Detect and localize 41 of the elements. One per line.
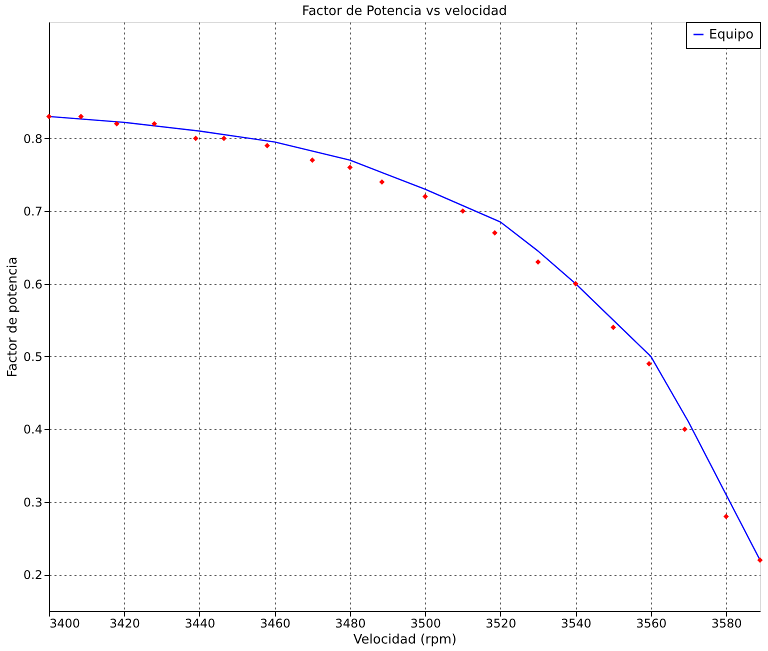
point [347,164,353,170]
x-tick-label: 3480 [335,616,366,630]
chart-title: Factor de Potencia vs velocidad [302,4,507,19]
x-tick-label: 3400 [50,616,80,630]
point [46,114,52,120]
y-tick-label: 0.2 [23,568,42,582]
x-tick-label: 3540 [560,616,592,630]
y-tick-label: 0.4 [23,422,42,437]
point [460,208,466,214]
point [310,157,316,163]
point [114,121,120,127]
y-axis-title: Factor de potencia [5,256,20,378]
point [78,114,84,120]
x-tick-label: 3440 [184,616,216,630]
point [610,324,616,330]
point [535,259,541,265]
point [646,361,652,367]
y-tick-label: 0.8 [23,132,42,146]
point [572,281,578,287]
point [682,426,688,432]
point [492,230,498,236]
y-tick-label: 0.6 [23,277,42,292]
point [379,179,385,185]
x-tick-label: 3580 [711,616,742,630]
point [723,514,729,520]
point [221,136,227,142]
x-tick-label: 3500 [410,616,441,630]
legend-label: Equipo [709,28,754,42]
point [152,121,158,127]
point [264,142,270,148]
x-tick-label: 3420 [109,616,140,630]
y-tick-label: 0.7 [23,204,42,219]
y-tick-label: 0.3 [23,495,42,510]
y-tick-label: 0.5 [23,350,42,364]
point [757,557,763,563]
point [192,136,198,142]
x-tick-label: 3520 [486,616,516,630]
x-tick-label: 3460 [260,616,290,630]
x-tick-label: 3560 [636,616,667,630]
x-axis-title: Velocidad (rpm) [353,632,457,648]
point [422,194,428,200]
